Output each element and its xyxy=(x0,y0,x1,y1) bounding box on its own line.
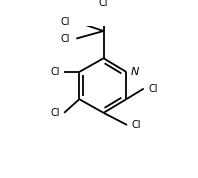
Text: Cl: Cl xyxy=(61,17,70,27)
Text: Cl: Cl xyxy=(61,34,70,44)
Text: Cl: Cl xyxy=(132,120,141,130)
Text: Cl: Cl xyxy=(50,67,60,77)
Text: Cl: Cl xyxy=(50,108,60,118)
Text: Cl: Cl xyxy=(148,84,158,94)
Text: N: N xyxy=(131,67,139,77)
Text: Cl: Cl xyxy=(99,0,108,8)
